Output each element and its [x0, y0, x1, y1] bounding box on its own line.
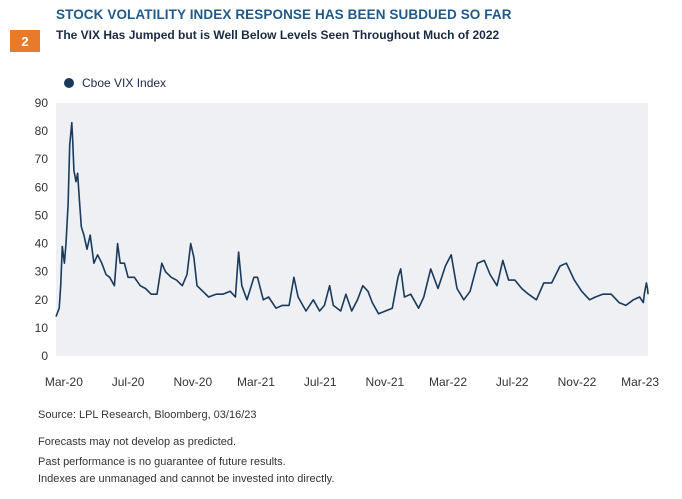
- x-tick-label: Jul-22: [496, 375, 529, 389]
- y-tick-label: 40: [35, 237, 49, 251]
- disclaimer-indexes: Indexes are unmanaged and cannot be inve…: [38, 473, 335, 485]
- legend: Cboe VIX Index: [64, 76, 166, 90]
- x-tick-label: Mar-21: [237, 375, 275, 389]
- x-tick-label: Jul-20: [112, 375, 145, 389]
- y-tick-label: 90: [35, 96, 49, 110]
- y-tick-label: 60: [35, 180, 49, 194]
- y-tick-label: 0: [41, 349, 48, 363]
- x-tick-label: Nov-21: [366, 375, 405, 389]
- series-line-vix: [55, 121, 649, 317]
- x-tick-label: Mar-23: [621, 375, 659, 389]
- y-tick-label: 10: [35, 321, 49, 335]
- disclaimer-forecasts: Forecasts may not develop as predicted.: [38, 436, 237, 448]
- y-tick-label: 70: [35, 152, 49, 166]
- x-tick-label: Nov-22: [558, 375, 597, 389]
- y-tick-label: 20: [35, 293, 49, 307]
- chart-number-badge: 2: [10, 30, 40, 52]
- x-tick-label: Mar-22: [429, 375, 467, 389]
- legend-marker: [64, 78, 74, 88]
- y-tick-label: 80: [35, 124, 49, 138]
- y-tick-label: 50: [35, 208, 49, 222]
- legend-label: Cboe VIX Index: [82, 76, 167, 90]
- x-tick-label: Nov-20: [173, 375, 212, 389]
- plot-area: [56, 103, 648, 356]
- disclaimer-performance: Past performance is no guarantee of futu…: [38, 456, 286, 468]
- source-note: Source: LPL Research, Bloomberg, 03/16/2…: [38, 409, 257, 421]
- chart-title: STOCK VOLATILITY INDEX RESPONSE HAS BEEN…: [56, 7, 512, 22]
- chart-subtitle: The VIX Has Jumped but is Well Below Lev…: [56, 28, 500, 42]
- y-tick-label: 30: [35, 265, 49, 279]
- x-tick-label: Jul-21: [304, 375, 337, 389]
- vix-line-chart: 0 10 20 30 40 50 60 70 80 90 Mar-20 Jul-20 Nov-20 Mar…: [35, 96, 660, 389]
- x-tick-label: Mar-20: [45, 375, 83, 389]
